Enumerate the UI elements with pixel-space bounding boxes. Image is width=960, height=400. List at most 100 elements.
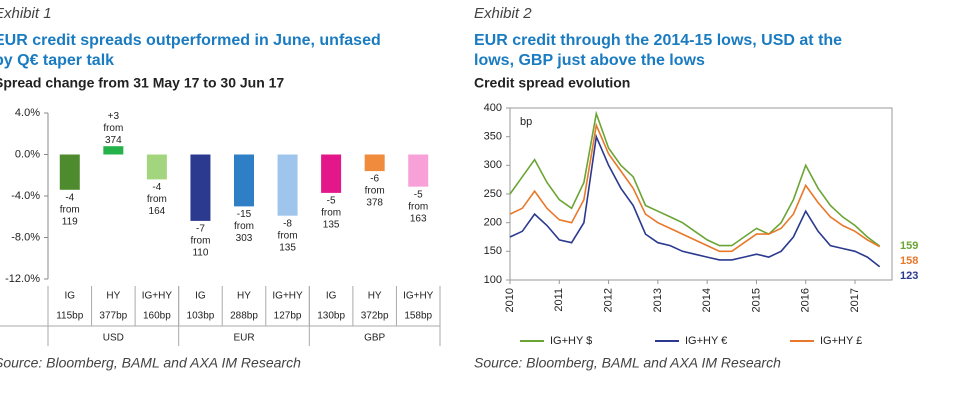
bar-label: +3	[108, 111, 120, 122]
bar-label: 163	[410, 213, 427, 224]
y-tick-label: 250	[484, 188, 502, 200]
x-tick-label: IG+HY	[403, 291, 434, 302]
x-tick-label: IG	[64, 291, 75, 302]
bar-label: 119	[62, 216, 78, 227]
bar-label: from	[60, 204, 80, 215]
x-sublabel: 103bp	[187, 311, 215, 322]
chart-title: EUR credit spreads outperformed in June,…	[0, 32, 381, 49]
bar-label: 374	[105, 135, 122, 146]
y-tick-label: 0.0%	[15, 148, 40, 160]
x-tick-label: 2015	[750, 288, 762, 312]
y-tick-label: 150	[484, 245, 502, 257]
bar	[408, 154, 429, 187]
bar-label: from	[147, 194, 167, 205]
bar	[146, 154, 167, 180]
y-tick-label: 400	[484, 102, 502, 114]
bar-label: 135	[323, 220, 340, 231]
series-line	[509, 110, 881, 247]
bar-label: -4	[152, 182, 161, 193]
x-sublabel: 158bp	[404, 311, 432, 322]
chart-subtitle: Spread change from 31 May 17 to 30 Jun 1…	[0, 75, 284, 91]
bar-label: -4	[65, 192, 74, 203]
end-label: 159	[900, 240, 918, 252]
bar-label: from	[321, 208, 341, 219]
x-tick-label: IG+HY	[142, 291, 173, 302]
x-tick-label: 2012	[602, 288, 614, 312]
x-tick-label: IG+HY	[272, 291, 303, 302]
bar-label: -7	[196, 224, 205, 235]
plot-frame	[509, 107, 893, 281]
exhibit-label: Exhibit 2	[474, 5, 532, 22]
y-tick-label: -4.0%	[11, 190, 40, 202]
x-tick-label: 2016	[800, 288, 812, 312]
bar-label: from	[408, 201, 428, 212]
x-sublabel: 127bp	[274, 311, 302, 322]
chart-title: by Q€ taper talk	[0, 52, 114, 69]
bar	[277, 154, 298, 216]
x-tick-label: HY	[368, 291, 382, 302]
bar-label: 110	[192, 248, 208, 259]
x-tick-label: IG	[326, 291, 337, 302]
x-sublabel: 130bp	[317, 311, 345, 322]
bar	[321, 154, 342, 193]
group-label: USD	[103, 333, 124, 344]
bar-label: from	[278, 230, 298, 241]
x-sublabel: 160bp	[143, 311, 171, 322]
bar	[190, 154, 211, 221]
x-tick-label: 2017	[849, 288, 861, 312]
series-line	[509, 133, 881, 268]
x-tick-label: IG	[195, 291, 206, 302]
source: Source: Bloomberg, BAML and AXA IM Resea…	[474, 355, 781, 371]
bar-label: -5	[414, 189, 423, 200]
x-sublabel: 377bp	[99, 311, 127, 322]
chart-title: lows, GBP just above the lows	[474, 52, 705, 69]
legend-label: IG+HY $	[550, 335, 592, 347]
x-tick-label: 2010	[504, 288, 516, 312]
legend-label: IG+HY €	[685, 335, 727, 347]
y-tick-label: 200	[484, 217, 502, 229]
exhibit-label: Exhibit 1	[0, 5, 52, 22]
bar-label: from	[103, 123, 123, 134]
end-label: 123	[900, 270, 918, 282]
x-tick-label: HY	[106, 291, 120, 302]
legend-label: IG+HY £	[820, 335, 862, 347]
bar-label: -6	[370, 174, 379, 185]
y-tick-label: -8.0%	[11, 231, 40, 243]
group-label: EUR	[233, 333, 254, 344]
x-sublabel: 288bp	[230, 311, 258, 322]
bar-label: from	[234, 221, 254, 232]
x-tick-label: 2014	[701, 288, 713, 312]
group-label: GBP	[364, 333, 385, 344]
chart-title: EUR credit through the 2014-15 lows, USD…	[474, 32, 842, 49]
y-tick-label: 300	[484, 159, 502, 171]
bar-label: from	[365, 186, 385, 197]
bar-label: -15	[237, 209, 252, 220]
y-tick-label: 4.0%	[15, 107, 40, 119]
bar-label: from	[190, 236, 210, 247]
end-label: 158	[900, 255, 918, 267]
bar	[234, 154, 254, 207]
x-sublabel: 115bp	[56, 311, 84, 322]
chart-subtitle: Credit spread evolution	[474, 75, 630, 91]
bar	[59, 154, 80, 190]
bar-label: 164	[149, 206, 166, 217]
series-line	[509, 122, 881, 253]
bar	[364, 154, 385, 172]
y-tick-label: 100	[484, 274, 502, 286]
y-unit: bp	[520, 116, 532, 128]
source: Source: Bloomberg, BAML and AXA IM Resea…	[0, 355, 301, 371]
bar-label: 378	[366, 198, 383, 209]
bar-label: 303	[236, 233, 253, 244]
bar	[103, 146, 124, 155]
x-tick-label: HY	[237, 291, 251, 302]
bar-label: -8	[283, 218, 292, 229]
y-tick-label: -12.0%	[5, 273, 40, 285]
x-tick-label: 2013	[652, 288, 664, 312]
x-sublabel: 372bp	[361, 311, 389, 322]
y-tick-label: 350	[484, 131, 502, 143]
bar-label: 135	[279, 242, 296, 253]
x-tick-label: 2011	[553, 288, 565, 312]
bar-label: -5	[327, 196, 336, 207]
